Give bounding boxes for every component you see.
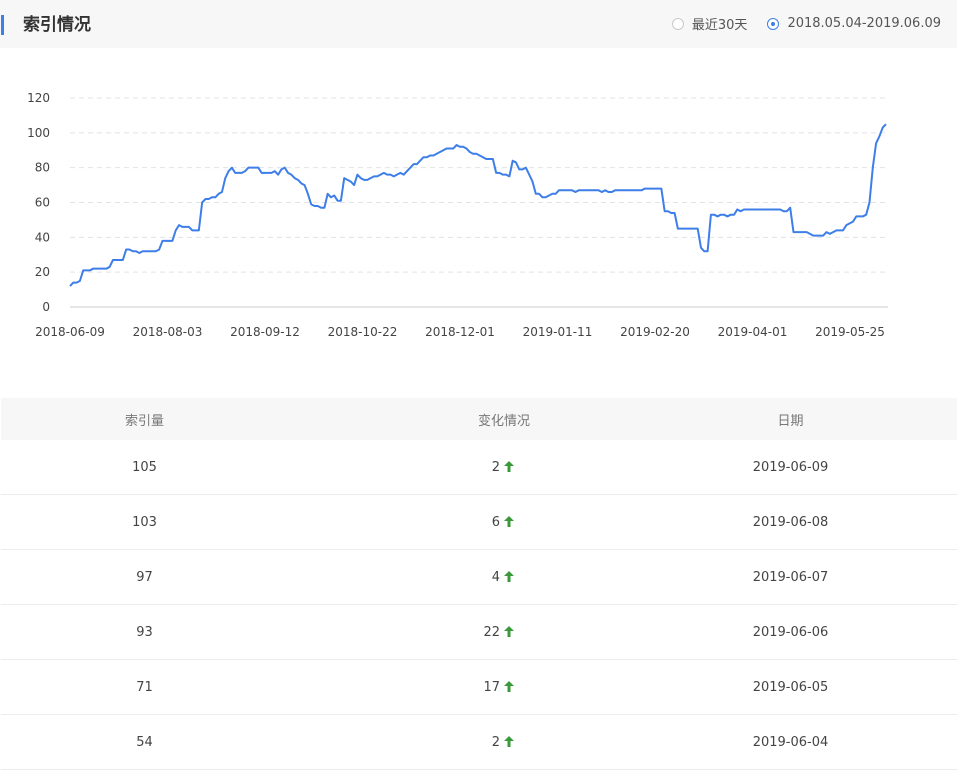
row-change-cell: 2 [288,460,624,475]
radio-custom-range[interactable]: 2018.05.04-2019.06.09 [767,16,941,31]
row-change-cell: 17 [288,680,624,695]
y-tick-label: 40 [35,230,50,244]
x-tick-label: 2019-04-01 [718,325,788,339]
row-change: 2 [491,459,500,475]
table-row: 71 17 2019-06-05 [1,660,957,715]
x-tick-label: 2018-06-09 [35,325,105,339]
y-tick-label: 20 [35,265,50,279]
row-change-cell: 4 [288,570,624,585]
arrow-up-icon [504,460,514,472]
index-line-chart: 0 20 40 60 80 100 120 2018-06-09 2018-08-03 2018-… [0,60,959,360]
y-tick-label: 100 [27,126,50,140]
table-row: 97 4 2019-06-07 [1,550,957,605]
index-table: 索引量 变化情况 日期 105 2 2019-06-09 103 6 2019-06-08… [1,398,957,770]
row-count: 97 [136,569,153,585]
row-count: 71 [136,679,153,695]
y-tick-label: 80 [35,161,50,175]
arrow-up-icon [504,515,514,527]
radio-label: 最近30天 [691,18,748,33]
series-line [69,123,887,287]
arrow-up-icon [504,570,514,582]
table-row: 93 22 2019-06-06 [1,605,957,660]
radio-label: 2018.05.04-2019.06.09 [787,16,941,31]
row-date: 2019-06-06 [752,624,829,640]
table-header: 索引量 变化情况 日期 [1,398,957,440]
x-tick-label: 2019-05-25 [815,325,885,339]
row-date: 2019-06-05 [752,679,829,695]
row-change: 22 [483,624,500,640]
row-change: 17 [483,679,500,695]
header-count: 索引量 [124,413,164,429]
row-count: 103 [132,514,157,530]
arrow-up-icon [504,735,514,747]
row-change: 6 [491,514,500,530]
row-change: 4 [491,569,500,585]
header-date: 日期 [777,413,804,429]
header-change: 变化情况 [477,413,530,429]
arrow-up-icon [504,680,514,692]
row-date: 2019-06-08 [752,514,829,530]
x-tick-label: 2018-09-12 [230,325,300,339]
date-range-selector: 最近30天 2018.05.04-2019.06.09 [652,14,941,33]
header-change-cell: 变化情况 [288,410,624,429]
y-tick-label: 120 [27,91,50,105]
chart-svg: 0 20 40 60 80 100 120 2018-06-09 2018-08-03 2018-… [27,91,888,339]
table-row: 54 2 2019-06-04 [1,715,957,770]
row-count: 54 [136,734,153,750]
radio-unchecked-icon [671,17,684,30]
row-date: 2019-06-07 [752,569,829,585]
radio-last-30-days[interactable]: 最近30天 [671,14,748,33]
row-change-cell: 2 [288,735,624,750]
x-tick-label: 2019-01-11 [523,325,593,339]
table-row: 105 2 2019-06-09 [1,440,957,495]
row-change-cell: 6 [288,515,624,530]
x-tick-label: 2019-02-20 [620,325,690,339]
y-tick-label: 0 [42,300,50,314]
x-tick-label: 2018-12-01 [425,325,495,339]
row-date: 2019-06-09 [752,459,829,475]
x-tick-label: 2018-08-03 [133,325,203,339]
row-change: 2 [491,734,500,750]
row-date: 2019-06-04 [752,734,829,750]
section-header: 索引情况 最近30天 2018.05.04-2019.06.09 [0,0,957,48]
table-row: 103 6 2019-06-08 [1,495,957,550]
y-tick-label: 60 [35,196,50,210]
arrow-up-icon [504,625,514,637]
radio-checked-icon [767,17,780,30]
title-accent-bar [1,15,4,35]
page-title: 索引情况 [23,15,91,35]
row-change-cell: 22 [288,625,624,640]
row-count: 105 [132,459,157,475]
x-tick-label: 2018-10-22 [328,325,398,339]
row-count: 93 [136,624,153,640]
